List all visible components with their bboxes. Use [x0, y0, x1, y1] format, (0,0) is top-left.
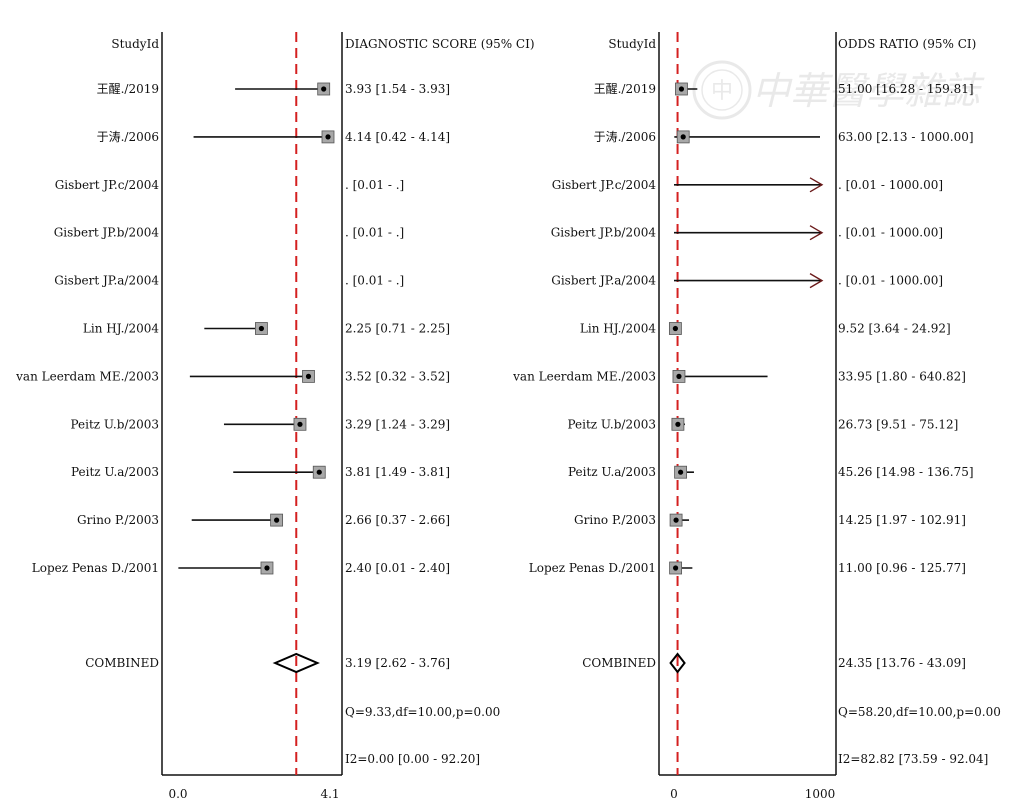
ci-text: 2.66 [0.37 - 2.66] [345, 513, 450, 527]
combined-diamond [669, 652, 686, 674]
ci-text: . [0.01 - .] [345, 226, 404, 240]
study-label: Gisbert JP.b/2004 [54, 226, 160, 240]
studyid-header: StudyId [608, 37, 656, 51]
watermark-seal-icon [692, 60, 752, 120]
x-tick-label-min: 0.0 [168, 787, 187, 801]
watermark-seal-text: 中 [711, 79, 733, 104]
study-label: Gisbert JP.c/2004 [55, 178, 160, 192]
odds-ratio-header: ODDS RATIO (95% CI) [838, 37, 976, 51]
ci-text: 4.14 [0.42 - 4.14] [345, 130, 450, 144]
study-label: Gisbert JP.c/2004 [552, 178, 657, 192]
ci-text: . [0.01 - 1000.00] [838, 226, 943, 240]
ci-text: 45.26 [14.98 - 136.75] [838, 465, 974, 479]
study-label: 于涛./2006 [594, 129, 656, 144]
point-estimate [680, 134, 686, 140]
diagnostic-score-header: DIAGNOSTIC SCORE (95% CI) [345, 37, 535, 51]
combined-label: COMBINED [582, 656, 656, 670]
ci-text: . [0.01 - 1000.00] [838, 274, 943, 288]
study-label: Lin HJ./2004 [580, 322, 656, 336]
x-tick-label-max: 4.1 [320, 787, 339, 801]
watermark-seal-inner-ring [701, 69, 743, 111]
point-estimate [678, 469, 684, 475]
study-label: Gisbert JP.a/2004 [551, 274, 656, 288]
point-estimate [305, 373, 312, 379]
i2-text: I2=0.00 [0.00 - 92.20] [345, 752, 480, 766]
ci-text: 33.95 [1.80 - 640.82] [838, 369, 966, 383]
point-estimate [676, 373, 682, 379]
ci-text: 2.40 [0.01 - 2.40] [345, 561, 450, 575]
study-label: 王醒./2019 [594, 82, 656, 96]
ci-text: 2.25 [0.71 - 2.25] [345, 322, 450, 336]
ci-text: . [0.01 - .] [345, 178, 404, 192]
point-estimate [274, 517, 280, 523]
ci-text: 14.25 [1.97 - 102.91] [838, 513, 966, 527]
point-estimate [297, 421, 303, 427]
study-label: Grino P./2003 [77, 513, 159, 527]
ci-text: . [0.01 - .] [345, 274, 404, 288]
ci-arrow-icon [809, 177, 824, 193]
ci-text: 3.52 [0.32 - 3.52] [345, 369, 450, 383]
study-label: 王醒./2019 [97, 82, 159, 96]
ci-text: . [0.01 - 1000.00] [838, 178, 943, 192]
point-estimate [325, 134, 331, 140]
point-estimate [258, 325, 265, 332]
combined-ci-text: 3.19 [2.62 - 3.76] [345, 656, 450, 670]
combined-diamond [272, 652, 320, 674]
study-label: Gisbert JP.b/2004 [551, 226, 657, 240]
study-label: 于涛./2006 [97, 129, 159, 144]
ci-text: 3.93 [1.54 - 3.93] [345, 82, 450, 96]
ci-text: 51.00 [16.28 - 159.81] [838, 82, 974, 96]
study-label: van Leerdam ME./2003 [15, 369, 159, 383]
combined-label: COMBINED [85, 656, 159, 670]
studyid-header: StudyId [111, 37, 159, 51]
ci-text: 63.00 [2.13 - 1000.00] [838, 130, 974, 144]
heterogeneity-text: Q=58.20,df=10.00,p=0.00 [838, 705, 1001, 719]
combined-ci-text: 24.35 [13.76 - 43.09] [838, 656, 966, 670]
x-tick-label-min: 0 [670, 787, 678, 801]
heterogeneity-text: Q=9.33,df=10.00,p=0.00 [345, 705, 500, 719]
ci-arrow-icon [809, 225, 824, 241]
point-estimate [321, 86, 327, 92]
watermark: 中 中華醫學雜誌 [692, 60, 985, 120]
study-label: Peitz U.b/2003 [70, 417, 159, 431]
study-label: Peitz U.a/2003 [568, 465, 656, 479]
i2-text: I2=82.82 [73.59 - 92.04] [838, 752, 988, 766]
diagnostic-score-panel: StudyId DIAGNOSTIC SCORE (95% CI) 0.0 4.… [15, 32, 535, 801]
ci-arrow-icon [809, 272, 824, 289]
watermark-script-text: 中華醫學雜誌 [752, 69, 985, 113]
point-estimate [672, 325, 678, 332]
ci-text: 3.81 [1.49 - 3.81] [345, 465, 450, 479]
ci-text: 26.73 [9.51 - 75.12] [838, 417, 958, 431]
point-estimate [673, 565, 679, 571]
study-label: Lopez Penas D./2001 [529, 561, 656, 575]
ci-text: 11.00 [0.96 - 125.77] [838, 561, 966, 575]
ci-text: 3.29 [1.24 - 3.29] [345, 417, 450, 431]
study-label: Grino P./2003 [574, 513, 656, 527]
x-tick-label-max: 1000 [805, 787, 836, 801]
study-label: Peitz U.a/2003 [71, 465, 159, 479]
point-estimate [316, 469, 322, 475]
ci-text: 9.52 [3.64 - 24.92] [838, 322, 951, 336]
odds-ratio-panel: StudyId ODDS RATIO (95% CI) 0 1000 Q=58.… [512, 32, 1001, 801]
diagnostic-score-marks [178, 32, 335, 775]
point-estimate [678, 86, 685, 92]
study-label: Lopez Penas D./2001 [32, 561, 159, 575]
study-label: van Leerdam ME./2003 [512, 369, 656, 383]
point-estimate [264, 565, 270, 571]
point-estimate [675, 421, 681, 427]
study-label: Lin HJ./2004 [83, 322, 159, 336]
point-estimate [673, 517, 679, 523]
study-label: Gisbert JP.a/2004 [54, 274, 159, 288]
study-label: Peitz U.b/2003 [567, 417, 656, 431]
odds-ratio-marks [668, 32, 824, 775]
